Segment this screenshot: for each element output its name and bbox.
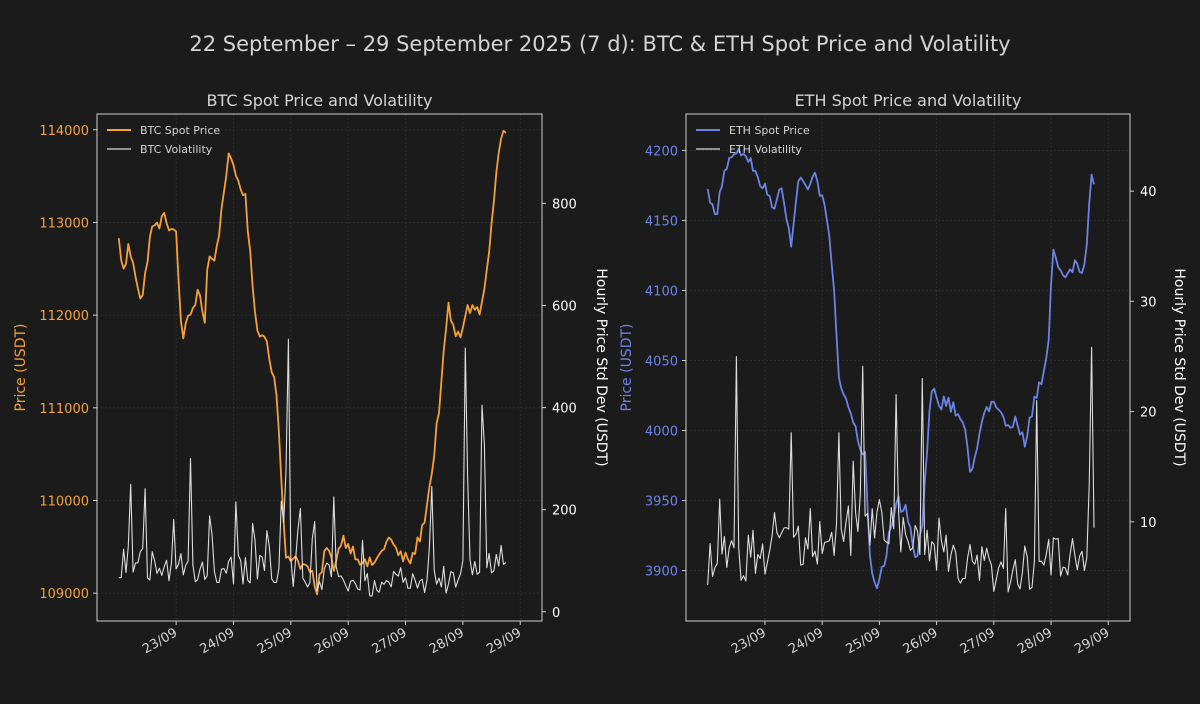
left-y-axis: 3900 3950 4000 4050 4100 4150 4200 Price (USDT) — [619, 144, 686, 580]
volatility-series-line — [118, 338, 507, 597]
legend-label-volatility: BTC Volatility — [140, 143, 213, 156]
legend-label-volatility: ETH Volatility — [729, 143, 802, 156]
y-tick-label: 111000 — [39, 402, 89, 417]
y-tick-label: 110000 — [39, 495, 89, 510]
left-y-axis: 109000 110000 111000 112000 113000 114000 Pric… — [13, 124, 97, 602]
plot-frame — [96, 113, 543, 622]
y-tick-label: 4150 — [645, 214, 678, 229]
figure-title: 22 September – 29 September 2025 (7 d): … — [189, 32, 1010, 56]
y2-tick-label: 400 — [552, 402, 577, 417]
y2-tick-label: 30 — [1140, 295, 1157, 310]
y2-tick-label: 20 — [1140, 406, 1157, 421]
y-tick-label: 109000 — [39, 587, 89, 602]
price-series-line — [117, 129, 507, 596]
legend-label-price: ETH Spot Price — [729, 124, 810, 137]
y-tick-label: 4050 — [645, 354, 678, 369]
plot-frame — [685, 113, 1131, 622]
y-tick-label: 113000 — [39, 216, 89, 231]
y-tick-label: 4100 — [645, 284, 678, 299]
right-y-axis: 0 200 400 600 800 Hourly Price Std Dev (USDT) — [542, 197, 609, 621]
y-tick-label: 3900 — [645, 565, 678, 580]
y2-axis-label: Hourly Price Std Dev (USDT) — [1171, 268, 1187, 466]
y2-tick-label: 200 — [552, 504, 577, 519]
grid-lines — [686, 114, 1130, 621]
y-axis-label: Price (USDT) — [13, 324, 29, 412]
legend: BTC Spot Price BTC Volatility — [107, 124, 220, 156]
y2-tick-label: 40 — [1140, 185, 1157, 200]
price-series-line — [706, 147, 1095, 590]
subplot-title: BTC Spot Price and Volatility — [207, 91, 433, 110]
right-y-axis: 10 20 30 40 Hourly Price Std Dev (USDT) — [1130, 185, 1187, 531]
volatility-series-line — [707, 346, 1095, 593]
y2-axis-label: Hourly Price Std Dev (USDT) — [593, 268, 609, 466]
y-tick-label: 112000 — [39, 309, 89, 324]
y-tick-label: 4000 — [645, 425, 678, 440]
y2-tick-label: 10 — [1140, 516, 1157, 531]
legend: ETH Spot Price ETH Volatility — [696, 124, 810, 156]
y-tick-label: 3950 — [645, 495, 678, 510]
y2-tick-label: 800 — [552, 197, 577, 212]
chart-panel-1: 109000 110000 111000 112000 113000 114000 Pric… — [13, 91, 609, 657]
y2-tick-label: 0 — [552, 606, 560, 621]
y-tick-label: 114000 — [39, 124, 89, 139]
grid-lines — [97, 114, 542, 621]
y2-tick-label: 600 — [552, 299, 577, 314]
legend-label-price: BTC Spot Price — [140, 124, 220, 137]
subplot-title: ETH Spot Price and Volatility — [795, 91, 1022, 110]
y-tick-label: 4200 — [645, 144, 678, 159]
y-axis-label: Price (USDT) — [619, 324, 635, 412]
